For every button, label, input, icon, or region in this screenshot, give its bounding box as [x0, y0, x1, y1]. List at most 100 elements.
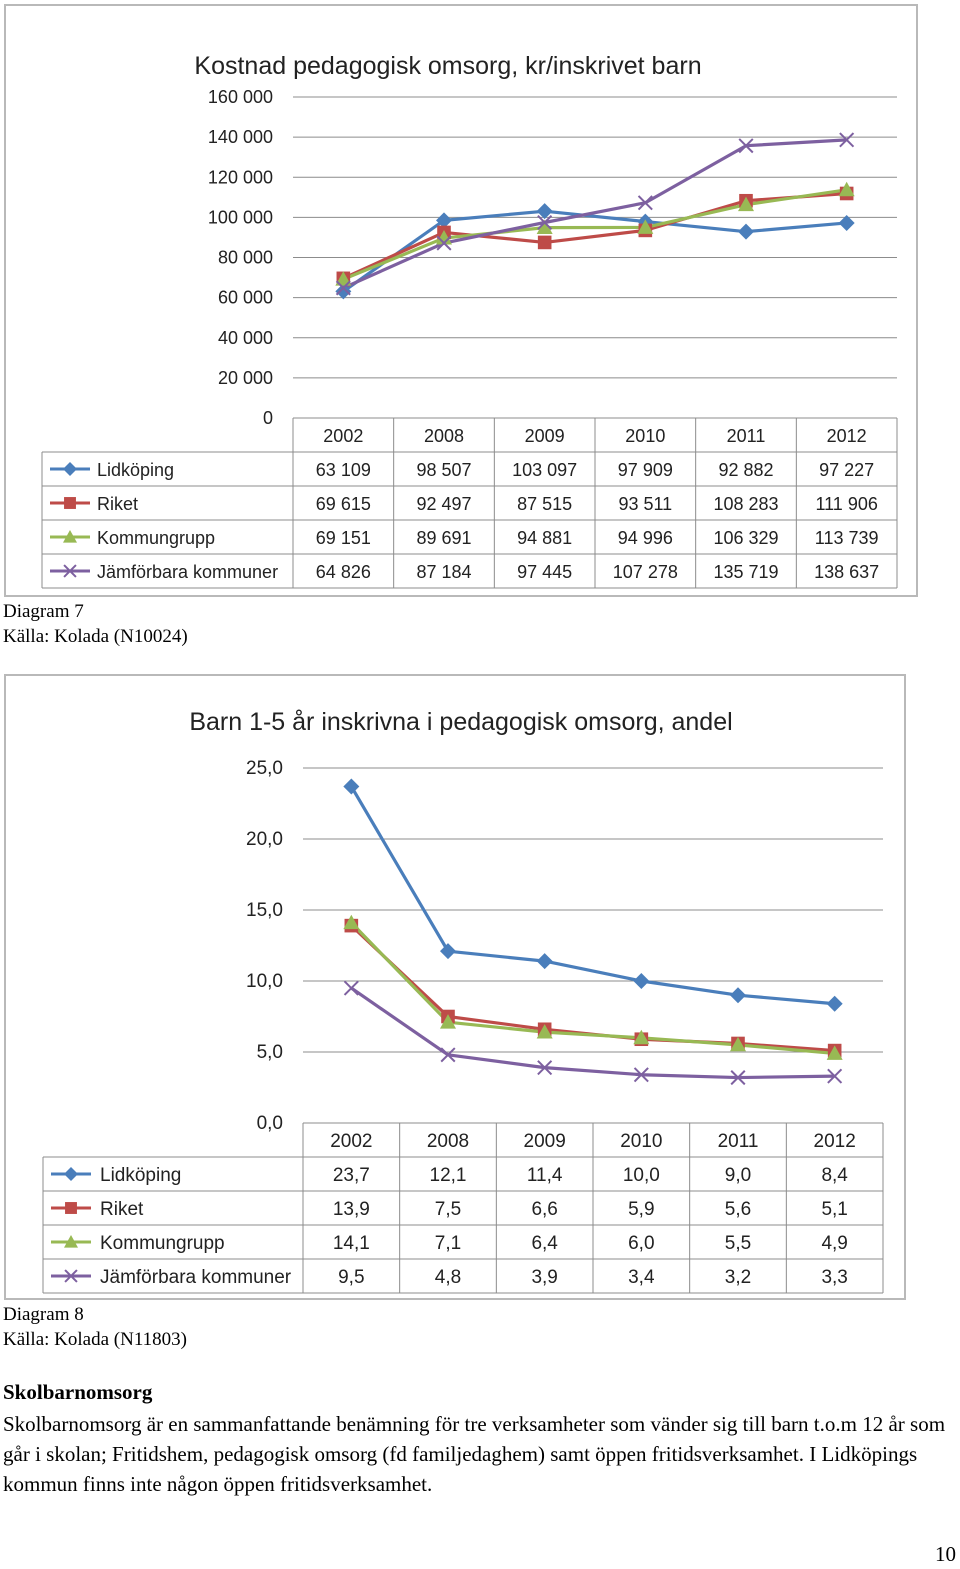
share-chart-legend-marker [64, 1235, 78, 1248]
share-chart-table-cell: 5,1 [821, 1199, 847, 1220]
share-chart-table-cell: 11,4 [527, 1165, 563, 1186]
share-chart-data-point [537, 1060, 553, 1076]
share-chart-series-line [349, 785, 835, 1006]
cost-chart-table-cell: 92 497 [416, 494, 471, 514]
cost-chart-category-label: 2009 [525, 426, 565, 446]
cost-chart-table-cell: 64 826 [316, 562, 371, 582]
cost-chart-data-point [838, 214, 855, 231]
share-chart-category-label: 2002 [330, 1131, 372, 1152]
share-chart-table-cell: 7,1 [435, 1233, 461, 1254]
share-chart-table-cell: 5,5 [725, 1233, 751, 1254]
cost-chart-data-point [335, 280, 351, 296]
cost-chart-category-label: 2002 [323, 426, 363, 446]
cost-chart-series-line [342, 209, 847, 293]
cost-chart-data-point-stroke-b [335, 280, 351, 296]
cost-chart-ytick-label: 20 000 [218, 368, 273, 388]
diagram-8-caption: Diagram 8 Källa: Kolada (N11803) [3, 1302, 187, 1352]
share-chart-category-label: 2008 [427, 1131, 469, 1152]
share-chart-data-point [730, 1070, 746, 1086]
share-chart-legend-marker [64, 1167, 78, 1181]
cost-chart-table-cell: 103 097 [512, 460, 577, 480]
cost-chart-data-point [637, 195, 653, 211]
cost-chart-ytick-label: 160 000 [208, 87, 273, 107]
share-chart-data-point [343, 778, 360, 795]
cost-chart-ytick-label: 0 [263, 408, 273, 428]
cost-chart-category-label: 2012 [827, 426, 867, 446]
cost-chart-data-point [335, 283, 352, 300]
cost-chart-data-point [537, 214, 553, 231]
share-chart-data-point-stroke-b [440, 1047, 456, 1063]
share-chart-legend-marker [64, 1269, 78, 1283]
cost-chart-table-cell: 138 637 [814, 562, 879, 582]
cost-chart-legend-marker [63, 530, 77, 543]
cost-chart-table-cell: 97 909 [618, 460, 673, 480]
cost-chart-table-cell: 106 329 [713, 528, 778, 548]
share-chart-data-point [440, 1014, 456, 1029]
cost-chart-data-point [637, 219, 654, 234]
cost-chart-legend-marker [63, 564, 77, 578]
share-chart-data-point [633, 1029, 650, 1045]
share-chart: Barn 1-5 år inskrivna i pedagogisk omsor… [4, 674, 906, 1300]
cost-chart-table-cell: 89 691 [416, 528, 471, 548]
cost-chart-table-cell: 92 882 [718, 460, 773, 480]
share-chart-table-cell: 3,3 [821, 1267, 847, 1288]
cost-chart-table-cell: 98 507 [416, 460, 471, 480]
cost-chart-data-point [536, 203, 553, 220]
cost-chart-ytick-label: 40 000 [218, 328, 273, 348]
share-chart-table-cell: 10,0 [623, 1165, 660, 1186]
share-chart-data-point [536, 953, 553, 970]
cost-chart-data-point [436, 212, 452, 229]
cost-chart-series-line [342, 191, 847, 280]
cost-chart-ytick-label: 140 000 [208, 127, 273, 147]
page-number: 10 [935, 1542, 956, 1566]
cost-chart-data-point [738, 196, 754, 212]
cost-chart-table-cell: 135 719 [713, 562, 778, 582]
share-chart-category-label: 2010 [620, 1131, 662, 1152]
cost-chart-data-point [537, 235, 552, 250]
cost-chart-legend-label: Kommungrupp [97, 528, 215, 548]
share-chart-ytick-label: 10,0 [246, 971, 283, 992]
cost-chart-svg: Kostnad pedagogisk omsorg, kr/inskrivet … [41, 52, 898, 589]
share-chart-category-label: 2011 [718, 1131, 759, 1152]
share-chart-table-cell: 6,6 [531, 1199, 557, 1220]
share-chart-data-point-stroke-b [633, 1067, 649, 1083]
share-chart-data-point-stroke-b [537, 1060, 553, 1076]
share-chart-ytick-label: 25,0 [246, 758, 283, 779]
share-chart-table-cell: 8,4 [821, 1165, 848, 1186]
share-chart-legend-label: Lidköping [100, 1165, 181, 1186]
cost-chart-data-point-stroke-b [537, 214, 553, 231]
cost-chart-category-label: 2010 [625, 426, 665, 446]
share-chart-table-cell: 5,6 [725, 1199, 751, 1220]
diagram-7-caption: Diagram 7 Källa: Kolada (N10024) [3, 599, 188, 649]
cost-chart-table-cell: 97 227 [819, 460, 874, 480]
share-chart-table-cell: 6,4 [531, 1233, 558, 1254]
cost-chart-table-cell: 111 906 [815, 494, 877, 514]
share-chart-data-point-stroke-b [827, 1068, 843, 1084]
cost-chart-data-point [436, 235, 452, 251]
cost-chart-legend-label: Lidköping [97, 460, 174, 480]
diagram-8-label: Diagram 8 [3, 1304, 84, 1325]
share-chart-table-cell: 13,9 [333, 1199, 370, 1220]
share-chart-legend-label: Riket [100, 1199, 144, 1220]
cost-chart-data-point [738, 138, 754, 154]
share-chart-table-cell: 9,5 [338, 1267, 364, 1288]
cost-chart-table-cell: 87 184 [416, 562, 471, 582]
share-chart-ytick-label: 5,0 [257, 1042, 283, 1063]
share-chart-table-cell: 4,8 [435, 1267, 461, 1288]
cost-chart-series-line [342, 138, 847, 290]
cost-chart-ytick-label: 100 000 [208, 207, 273, 227]
share-chart-table-cell: 9,0 [725, 1165, 751, 1186]
share-chart-table-cell: 14,1 [333, 1233, 370, 1254]
share-chart-series-line [350, 924, 835, 1053]
share-chart-data-point [343, 980, 359, 996]
cost-chart-table-cell: 97 445 [517, 562, 572, 582]
share-chart-category-label: 2012 [814, 1131, 856, 1152]
cost-chart-data-point [738, 223, 754, 240]
share-chart-data-point-stroke-b [730, 1070, 746, 1086]
share-chart-legend-marker [65, 1202, 77, 1214]
cost-chart-table-cell: 94 881 [517, 528, 572, 548]
cost-chart-legend-label: Riket [97, 494, 138, 514]
cost-chart-table-cell: 69 615 [316, 494, 371, 514]
share-chart-svg: Barn 1-5 år inskrivna i pedagogisk omsor… [42, 708, 884, 1294]
cost-chart-data-point [536, 219, 553, 235]
